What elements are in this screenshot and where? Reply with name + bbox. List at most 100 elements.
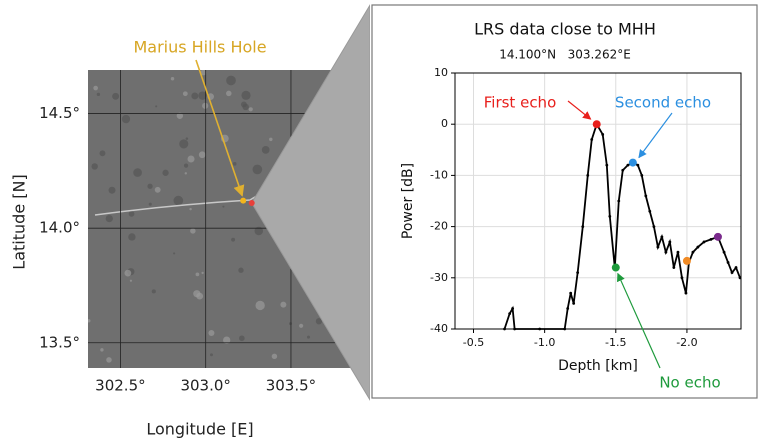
x-axis-label: Depth [km] — [558, 358, 638, 374]
crater — [280, 302, 286, 308]
crater — [253, 165, 263, 175]
crater — [186, 137, 189, 140]
crater — [109, 187, 116, 194]
data-point — [601, 133, 604, 136]
crater — [124, 270, 131, 277]
crater — [99, 150, 105, 156]
crater — [242, 104, 248, 110]
crater — [112, 93, 119, 100]
crater — [147, 184, 152, 189]
x-tick-label: -1.0 — [534, 336, 555, 349]
data-point — [513, 328, 516, 331]
crater — [122, 115, 130, 123]
crater — [202, 103, 208, 109]
data-point — [731, 271, 734, 274]
crater — [299, 324, 303, 328]
crater — [106, 357, 112, 363]
y-tick-label: -30 — [430, 271, 448, 284]
data-point — [664, 251, 667, 254]
y-axis-label: Power [dB] — [400, 163, 416, 239]
crater — [184, 164, 188, 168]
data-point — [710, 238, 713, 241]
crater — [239, 335, 245, 341]
y-tick-label: 13.5° — [39, 333, 80, 351]
annotation: First echo — [484, 94, 557, 112]
y-tick-label: -10 — [430, 168, 448, 181]
crater — [97, 93, 100, 96]
crater — [100, 348, 103, 351]
crater — [262, 146, 270, 154]
data-point — [692, 251, 695, 254]
crater — [155, 105, 157, 107]
crater — [255, 301, 264, 310]
data-point — [703, 241, 706, 244]
data-point — [668, 241, 671, 244]
crater — [210, 353, 213, 356]
data-point — [672, 266, 675, 269]
crater — [193, 290, 200, 297]
y-tick-label: 10 — [434, 66, 448, 79]
data-point — [723, 251, 726, 254]
crater — [199, 151, 206, 158]
highlight-point — [629, 159, 637, 167]
crater — [307, 336, 310, 339]
data-point — [508, 312, 511, 315]
crater — [174, 196, 184, 206]
highlight-point — [714, 233, 722, 241]
crater — [173, 252, 175, 254]
crater — [233, 162, 237, 166]
y-tick-label: -40 — [430, 322, 448, 335]
data-point — [511, 307, 514, 310]
crater — [130, 280, 132, 282]
map-marker — [240, 198, 246, 204]
data-point — [572, 302, 575, 305]
data-point — [621, 169, 624, 172]
data-point — [538, 328, 541, 331]
highlight-point — [612, 264, 620, 272]
data-point — [640, 174, 643, 177]
crater — [269, 138, 272, 141]
crater — [222, 206, 224, 208]
map-marker — [249, 200, 255, 206]
y-tick-label: 0 — [441, 117, 448, 130]
crater — [106, 215, 113, 222]
x-tick-label: -1.5 — [605, 336, 626, 349]
crater — [241, 91, 250, 100]
data-point — [581, 225, 584, 228]
highlight-point — [683, 257, 691, 265]
data-point — [590, 138, 593, 141]
crater — [91, 163, 97, 169]
data-point — [677, 251, 680, 254]
data-point — [644, 194, 647, 197]
crater — [129, 211, 135, 217]
crater — [231, 238, 235, 242]
crater — [189, 208, 191, 210]
panel — [372, 5, 757, 398]
x-tick-label: -2.0 — [676, 336, 697, 349]
crater — [149, 203, 152, 206]
crater — [201, 272, 203, 274]
crater — [93, 86, 98, 91]
x-tick-label: 302.5° — [95, 377, 145, 395]
crater — [183, 91, 188, 96]
crater — [226, 76, 236, 86]
data-point — [696, 246, 699, 249]
data-point — [660, 235, 663, 238]
crater — [171, 77, 174, 80]
data-point — [636, 164, 639, 167]
crater — [249, 107, 253, 111]
y-axis-label: Latitude [N] — [10, 174, 29, 269]
data-point — [605, 164, 608, 167]
crater — [208, 330, 214, 336]
data-point — [626, 164, 629, 167]
annotation: Marius Hills Hole — [133, 38, 266, 57]
crater — [188, 156, 195, 163]
x-tick-label: -0.5 — [463, 336, 484, 349]
data-point — [608, 215, 611, 218]
highlight-point — [593, 120, 601, 128]
x-tick-label: 303.0° — [180, 377, 230, 395]
data-point — [586, 174, 589, 177]
data-point — [653, 225, 656, 228]
crater — [152, 289, 156, 293]
figure: 302.5°303.0°303.5°13.5°14.0°14.5°Longitu… — [0, 0, 761, 442]
